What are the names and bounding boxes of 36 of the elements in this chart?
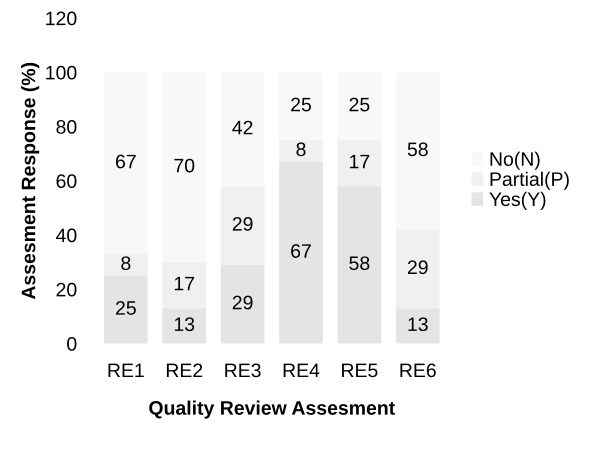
legend-label: Partial(P)	[490, 172, 569, 190]
y-tick-label: 100	[46, 66, 76, 80]
x-axis-title: Quality Review Assesment	[149, 400, 395, 419]
data-label: 29	[232, 296, 252, 310]
data-label: 25	[291, 98, 311, 112]
y-tick-label: 40	[56, 228, 76, 242]
legend-label: No(N)	[490, 152, 540, 170]
data-label: 17	[174, 276, 194, 290]
x-tick-label: RE6	[400, 363, 436, 378]
data-label: 58	[408, 142, 428, 156]
legend-label: Yes(Y)	[489, 192, 546, 210]
y-tick-label: 120	[46, 12, 76, 26]
data-label: 29	[408, 260, 428, 274]
y-tick-label: 20	[56, 282, 76, 297]
data-label: 29	[232, 217, 252, 231]
x-tick-label: RE3	[225, 363, 261, 378]
data-label: 58	[349, 256, 370, 270]
data-label: 13	[174, 317, 194, 332]
data-label: 17	[350, 154, 370, 168]
data-label: 13	[408, 317, 428, 332]
data-label: 67	[116, 154, 136, 168]
data-label: 67	[291, 244, 311, 258]
data-label: 8	[121, 256, 130, 270]
data-label: 25	[116, 301, 136, 315]
y-axis-title: Assesment Response (%)	[21, 62, 40, 300]
data-label: 25	[350, 98, 370, 112]
y-tick-label: 60	[56, 174, 76, 188]
y-tick-label: 80	[56, 120, 76, 134]
x-tick-label: RE1	[108, 364, 144, 378]
x-tick-label: RE4	[284, 364, 320, 378]
x-tick-label: RE5	[342, 364, 378, 378]
x-tick-label: RE2	[166, 363, 202, 378]
y-tick-label: 0	[67, 336, 76, 351]
data-label: 8	[296, 142, 306, 156]
data-label: 42	[232, 120, 252, 134]
data-label: 70	[174, 158, 194, 172]
